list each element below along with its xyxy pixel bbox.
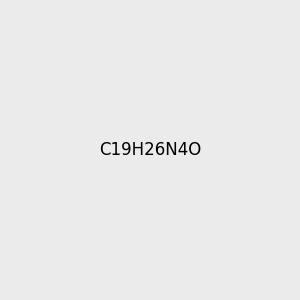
Text: C19H26N4O: C19H26N4O <box>99 141 201 159</box>
